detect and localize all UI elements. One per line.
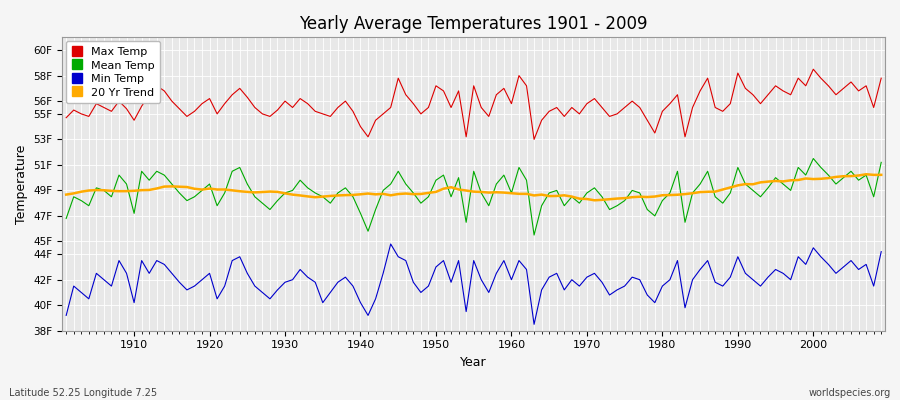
Text: Latitude 52.25 Longitude 7.25: Latitude 52.25 Longitude 7.25 xyxy=(9,388,157,398)
Legend: Max Temp, Mean Temp, Min Temp, 20 Yr Trend: Max Temp, Mean Temp, Min Temp, 20 Yr Tre… xyxy=(66,41,160,103)
Title: Yearly Average Temperatures 1901 - 2009: Yearly Average Temperatures 1901 - 2009 xyxy=(300,15,648,33)
Text: worldspecies.org: worldspecies.org xyxy=(809,388,891,398)
Y-axis label: Temperature: Temperature xyxy=(15,144,28,224)
X-axis label: Year: Year xyxy=(461,356,487,369)
